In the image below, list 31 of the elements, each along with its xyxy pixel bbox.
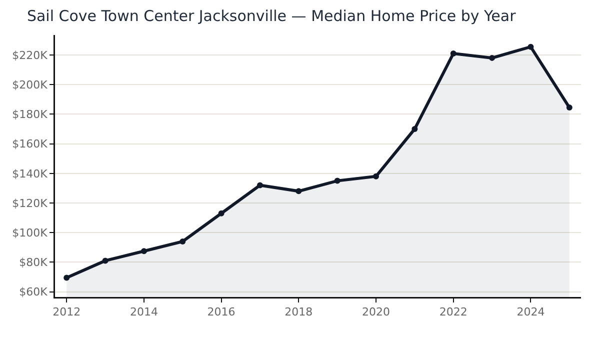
point xyxy=(566,104,572,111)
point xyxy=(296,188,302,194)
point xyxy=(489,54,496,61)
x-tick-label: 2020 xyxy=(362,306,390,319)
point xyxy=(528,44,534,50)
point xyxy=(218,210,224,216)
point xyxy=(412,126,418,132)
x-tick-label: 2012 xyxy=(52,306,81,319)
y-tick-label: $140K xyxy=(12,167,48,180)
x-tick-label: 2016 xyxy=(207,306,236,319)
y-tick-label: $100K xyxy=(12,226,48,240)
point xyxy=(64,274,70,281)
point xyxy=(140,248,147,254)
point xyxy=(450,50,456,56)
x-tick-label: 2014 xyxy=(130,306,158,319)
x-tick-label: 2024 xyxy=(516,306,545,319)
y-tick-label: $120K xyxy=(12,196,48,210)
x-tick-label: 2018 xyxy=(284,306,313,319)
y-tick-label: $80K xyxy=(19,256,48,270)
y-tick-label: $200K xyxy=(12,78,48,92)
y-tick-label: $180K xyxy=(12,108,48,122)
point xyxy=(334,178,340,184)
point xyxy=(102,258,108,264)
x-tick-label: 2022 xyxy=(439,306,468,319)
y-tick-label: $220K xyxy=(12,48,48,62)
point xyxy=(180,238,186,244)
y-tick-label: $160K xyxy=(12,138,48,151)
point xyxy=(256,182,263,188)
point xyxy=(373,173,380,180)
y-tick-label: $60K xyxy=(19,286,48,299)
chart-title: Sail Cove Town Center Jacksonville — Median Home Price by Year xyxy=(26,6,517,25)
